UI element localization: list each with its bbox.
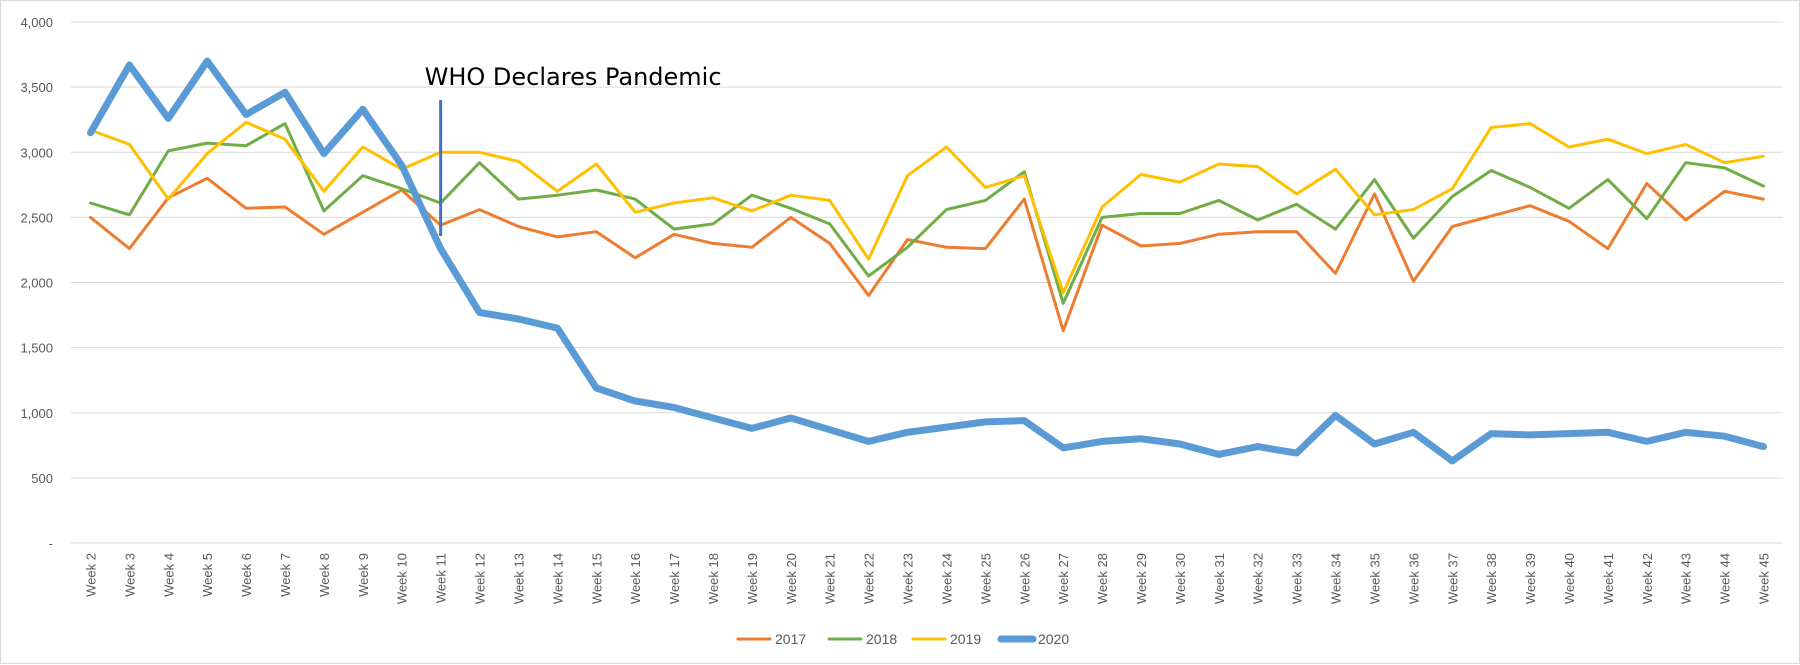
legend-label-2019: 2019 [950,631,981,647]
y-tick-label: 500 [31,471,53,486]
series-line-2020 [87,57,1767,465]
series-line-2017 [89,176,1765,333]
x-tick-label: Week 11 [434,553,449,603]
y-tick-label: - [49,536,53,551]
x-tick-label: Week 4 [161,553,176,597]
x-tick-label: Week 45 [1757,553,1772,604]
x-tick-label: Week 41 [1601,553,1616,604]
x-tick-label: Week 26 [1017,553,1032,604]
x-tick-label: Week 21 [823,553,838,604]
series-lines [87,57,1767,465]
x-tick-label: Week 44 [1718,553,1733,604]
y-axis-tick-labels: - 500 1,000 1,500 2,000 2,500 3,000 3,500 4,000 [20,15,53,551]
x-tick-label: Week 23 [901,553,916,604]
x-tick-label: Week 36 [1406,553,1421,604]
y-tick-label: 1,500 [20,341,53,356]
legend-label-2018: 2018 [866,631,897,647]
x-tick-label: Week 20 [784,553,799,604]
y-tick-label: 2,000 [20,276,53,291]
x-tick-label: Week 35 [1367,553,1382,604]
x-tick-label: Week 12 [473,553,488,604]
gridlines [71,21,1783,479]
annotation-label: WHO Declares Pandemic [425,63,722,91]
legend-label-2020: 2020 [1038,631,1069,647]
x-tick-label: Week 29 [1134,553,1149,604]
x-tick-label: Week 39 [1523,553,1538,604]
x-tick-label: Week 6 [239,553,254,597]
x-axis-tick-labels: Week 2 Week 3 Week 4 Week 5 Week 6 Week 7 Week… [83,553,1771,604]
y-tick-label: 4,000 [20,15,53,30]
x-tick-label: Week 25 [978,553,993,604]
y-tick-label: 3,500 [20,80,53,95]
y-tick-label: 2,500 [20,210,53,225]
x-tick-label: Week 37 [1445,553,1460,604]
x-tick-label: Week 13 [511,553,526,604]
x-tick-label: Week 32 [1251,553,1266,604]
x-tick-label: Week 22 [862,553,877,604]
x-tick-label: Week 38 [1484,553,1499,604]
x-tick-label: Week 43 [1679,553,1694,604]
x-tick-label: Week 42 [1640,553,1655,604]
x-tick-label: Week 33 [1290,553,1305,604]
x-tick-label: Week 16 [628,553,643,604]
series-line-2018 [89,122,1765,305]
x-tick-label: Week 14 [550,553,565,604]
x-tick-label: Week 10 [395,553,410,604]
x-tick-label: Week 30 [1173,553,1188,604]
x-tick-label: Week 15 [589,553,604,604]
x-tick-label: Week 7 [278,553,293,597]
y-tick-label: 1,000 [20,406,53,421]
x-tick-label: Week 9 [356,553,371,597]
annotations: WHO Declares Pandemic [425,63,722,236]
y-tick-label: 3,000 [20,145,53,160]
x-tick-label: Week 19 [745,553,760,604]
series-line-2019 [89,120,1765,295]
legend: 2017 2018 2019 2020 [736,631,1069,647]
x-tick-label: Week 31 [1212,553,1227,604]
x-tick-label: Week 3 [122,553,137,597]
legend-label-2017: 2017 [775,631,806,647]
x-tick-label: Week 34 [1329,553,1344,604]
x-tick-label: Week 27 [1056,553,1071,604]
x-tick-label: Week 17 [667,553,682,604]
x-tick-label: Week 28 [1095,553,1110,604]
x-tick-label: Week 2 [83,553,98,597]
x-tick-label: Week 8 [317,553,332,597]
x-tick-label: Week 18 [706,553,721,604]
x-tick-label: Week 24 [939,553,954,604]
x-tick-label: Week 5 [200,553,215,597]
x-tick-label: Week 40 [1562,553,1577,604]
